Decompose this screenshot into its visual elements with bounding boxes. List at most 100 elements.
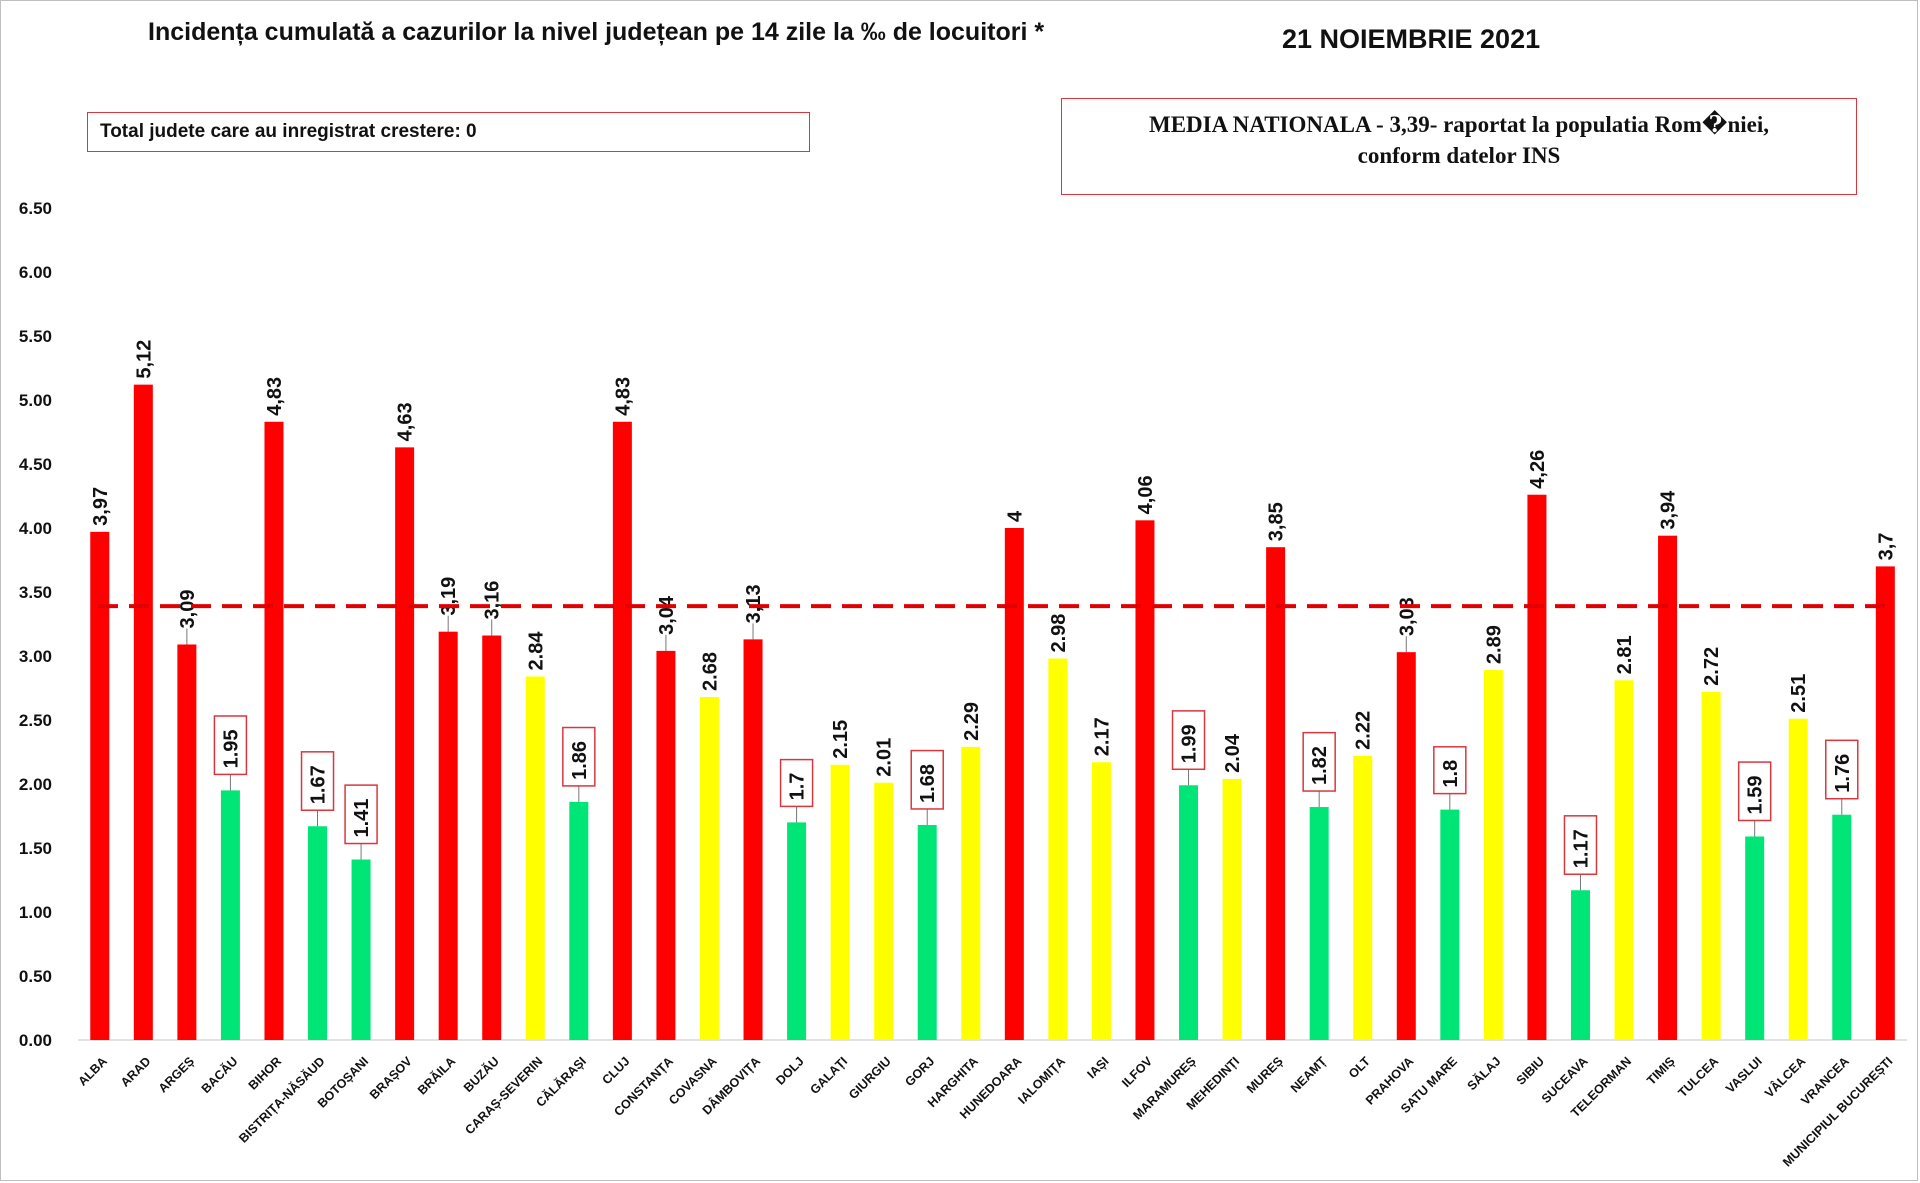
data-label: 4 <box>1004 510 1026 522</box>
y-tick-label: 3.00 <box>19 647 52 666</box>
x-tick-label: OLT <box>1346 1054 1373 1081</box>
bar <box>1135 520 1155 1040</box>
y-tick-label: 1.00 <box>19 903 52 922</box>
data-label: 3,19 <box>438 577 460 616</box>
y-tick-label: 6.50 <box>19 199 52 218</box>
bar <box>1222 778 1242 1040</box>
data-label: 2.81 <box>1614 635 1636 674</box>
data-label: 2.84 <box>525 631 547 671</box>
bar <box>1658 535 1678 1040</box>
bar <box>1353 755 1373 1040</box>
bar <box>787 822 807 1040</box>
data-label: 3,16 <box>482 581 504 620</box>
x-tick-label: CLUJ <box>600 1054 633 1087</box>
data-label: 1.8 <box>1440 760 1462 788</box>
x-tick-label: BRĂILA <box>414 1054 458 1098</box>
y-tick-label: 5.00 <box>19 391 52 410</box>
bar <box>1527 494 1547 1041</box>
x-tick-label: IALOMIȚA <box>1015 1054 1068 1107</box>
x-tick-label: ILFOV <box>1119 1054 1155 1090</box>
data-label: 3,03 <box>1396 597 1418 636</box>
bar <box>525 676 545 1040</box>
data-label: 4,63 <box>395 402 417 441</box>
y-tick-label: 0.00 <box>19 1031 52 1050</box>
bar <box>874 782 894 1040</box>
data-label-box <box>344 784 378 845</box>
bar <box>177 644 197 1040</box>
y-tick-label: 6.00 <box>19 263 52 282</box>
y-tick-label: 3.50 <box>19 583 52 602</box>
data-label: 1.7 <box>787 773 809 801</box>
x-tick-label: GALAȚI <box>807 1054 850 1097</box>
data-label: 1.59 <box>1745 776 1767 815</box>
x-tick-label: BIHOR <box>246 1054 284 1092</box>
x-tick-label: BUZĂU <box>460 1054 502 1096</box>
bar <box>961 746 981 1040</box>
growth-note-text: Total judete care au inregistrat crester… <box>100 121 477 142</box>
bar <box>1483 670 1503 1040</box>
y-tick-label: 0.50 <box>19 967 52 986</box>
data-label: 1.76 <box>1832 754 1854 793</box>
bar <box>1570 890 1590 1040</box>
bar <box>612 421 632 1040</box>
bar <box>1396 652 1416 1040</box>
x-tick-label: GORJ <box>902 1054 937 1089</box>
bar <box>1309 807 1329 1040</box>
y-tick-label: 5.50 <box>19 327 52 346</box>
x-tick-label: SIBIU <box>1514 1054 1547 1087</box>
bar <box>699 696 719 1040</box>
bar <box>569 801 589 1040</box>
data-label: 1.17 <box>1570 829 1592 868</box>
x-tick-label: BACĂU <box>198 1054 241 1097</box>
bar <box>220 790 240 1040</box>
data-label-box <box>1302 731 1336 792</box>
x-tick-label: VÂLCEA <box>1761 1054 1808 1101</box>
bar <box>743 639 763 1040</box>
bar <box>1701 691 1721 1040</box>
bar <box>1004 528 1024 1040</box>
national-average-line1: MEDIA NATIONALA - 3,39- raportat la popu… <box>1148 112 1769 137</box>
x-tick-label: GIURGIU <box>846 1054 894 1102</box>
data-label: 4,83 <box>612 377 634 416</box>
data-label: 3,97 <box>90 487 112 526</box>
data-label: 3,13 <box>743 584 765 623</box>
data-label: 1.41 <box>351 799 373 838</box>
data-label: 2.51 <box>1788 674 1810 713</box>
data-label-box <box>1171 710 1206 771</box>
x-tick-label: CARAȘ-SEVERIN <box>462 1054 545 1137</box>
x-tick-label: ARAD <box>118 1054 153 1089</box>
data-label: 2.72 <box>1701 647 1723 686</box>
y-tick-label: 4.50 <box>19 455 52 474</box>
national-average-box: MEDIA NATIONALA - 3,39- raportat la popu… <box>1061 98 1857 195</box>
data-label: 2.29 <box>961 702 983 741</box>
x-tick-label: SĂLAJ <box>1464 1053 1504 1093</box>
national-average-line2: conform datelor INS <box>1357 143 1561 168</box>
y-tick-label: 4.00 <box>19 519 52 538</box>
bar <box>1179 785 1199 1040</box>
data-label-box <box>562 726 596 787</box>
bar <box>308 826 328 1040</box>
bar <box>1266 547 1286 1040</box>
data-label: 2.68 <box>699 652 721 691</box>
data-label: 3,85 <box>1266 502 1288 541</box>
chart-title: Incidența cumulată a cazurilor la nivel … <box>148 18 1045 46</box>
bar <box>1788 718 1808 1040</box>
data-label-box <box>779 758 814 808</box>
data-label-box <box>300 751 335 811</box>
data-label: 2.04 <box>1222 733 1244 773</box>
x-tick-label: TULCEA <box>1675 1054 1721 1100</box>
bar <box>395 447 415 1040</box>
bar <box>90 531 110 1040</box>
y-tick-label: 1.50 <box>19 839 52 858</box>
x-tick-label: DOLJ <box>773 1054 807 1088</box>
data-label: 3,09 <box>177 590 199 629</box>
data-label: 2.98 <box>1048 614 1070 653</box>
data-label: 2.22 <box>1353 711 1375 750</box>
data-label-box <box>1737 761 1772 822</box>
bar <box>1048 658 1068 1040</box>
bar <box>917 824 937 1040</box>
data-label-box <box>1825 739 1859 800</box>
data-label: 3,94 <box>1658 490 1680 530</box>
